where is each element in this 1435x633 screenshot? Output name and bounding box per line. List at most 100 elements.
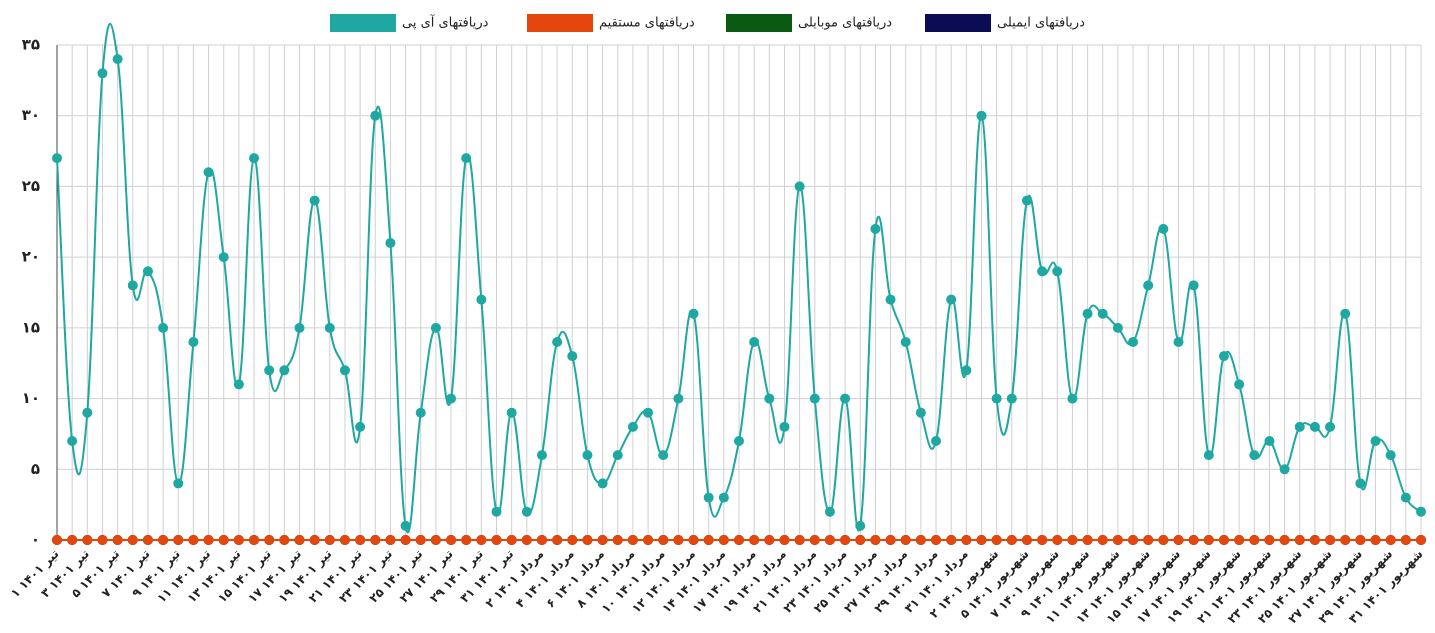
legend-label: دریافتهای ایمیلی (997, 16, 1085, 31)
point (370, 535, 381, 545)
point (718, 492, 729, 503)
point (430, 322, 441, 333)
point (1203, 535, 1214, 545)
point (1112, 535, 1123, 545)
point (1264, 436, 1275, 446)
point (1188, 280, 1199, 291)
point (52, 535, 62, 545)
point (142, 266, 153, 277)
point (764, 535, 775, 545)
point (961, 535, 972, 545)
point (1143, 535, 1154, 545)
point (400, 520, 411, 531)
point (324, 322, 335, 333)
point (446, 535, 457, 545)
point (1143, 280, 1154, 291)
point (1416, 506, 1426, 517)
point (1082, 535, 1093, 545)
point (339, 535, 350, 545)
point (1112, 322, 1123, 333)
point (1218, 351, 1229, 362)
point (264, 535, 275, 545)
point (673, 393, 684, 404)
point (855, 535, 866, 545)
point (400, 535, 411, 545)
point (1173, 535, 1184, 545)
point (188, 337, 199, 347)
point (249, 535, 260, 545)
point (476, 535, 487, 545)
point (612, 450, 623, 461)
point (764, 393, 775, 404)
point (824, 506, 835, 517)
y-tick-label: ۳۵ (22, 36, 40, 54)
point (931, 535, 942, 545)
point (976, 110, 987, 121)
legend-swatch (726, 14, 792, 32)
y-tick-label: ۳۰ (22, 106, 40, 124)
point (991, 393, 1002, 404)
point (294, 322, 305, 333)
point (506, 535, 517, 545)
point (734, 535, 744, 545)
point (1021, 195, 1032, 206)
point (339, 365, 350, 376)
point (1400, 535, 1411, 545)
point (385, 535, 396, 545)
point (415, 535, 426, 545)
point (1037, 535, 1048, 545)
point (946, 294, 957, 305)
y-tick-label: ۵ (31, 460, 40, 478)
point (127, 280, 138, 291)
point (1203, 450, 1214, 461)
point (1128, 337, 1139, 347)
point (1188, 535, 1199, 545)
point (173, 478, 184, 489)
point (233, 379, 244, 390)
point (976, 535, 987, 545)
point (279, 365, 290, 376)
point (1400, 492, 1411, 503)
point (1097, 308, 1108, 319)
point (158, 535, 169, 545)
legend-swatch (330, 14, 396, 32)
point (961, 365, 972, 376)
point (1340, 308, 1351, 319)
point (97, 68, 108, 79)
point (521, 506, 532, 517)
point (749, 535, 760, 545)
point (1067, 535, 1078, 545)
point (840, 393, 851, 404)
point (824, 535, 835, 545)
y-tick-label: ۱۰ (22, 389, 40, 407)
point (476, 294, 487, 305)
point (779, 535, 790, 545)
point (1325, 535, 1336, 545)
point (52, 153, 62, 164)
point (203, 535, 214, 545)
point (673, 535, 684, 545)
point (536, 535, 547, 545)
point (855, 520, 866, 531)
y-tick-label: ۲۵ (22, 177, 40, 195)
y-tick-label: ۰ (31, 531, 40, 549)
point (900, 535, 911, 545)
point (643, 535, 654, 545)
point (1264, 535, 1275, 545)
point (627, 535, 638, 545)
point (946, 535, 957, 545)
point (1037, 266, 1048, 277)
point (703, 535, 714, 545)
point (1370, 535, 1381, 545)
point (385, 238, 396, 248)
legend-label: دریافتهای موبایلی (798, 16, 892, 31)
point (885, 294, 896, 305)
point (597, 535, 608, 545)
point (461, 535, 472, 545)
point (718, 535, 729, 545)
point (218, 252, 229, 263)
point (536, 450, 547, 461)
legend-swatch (925, 14, 991, 32)
point (597, 478, 608, 489)
point (688, 308, 699, 319)
